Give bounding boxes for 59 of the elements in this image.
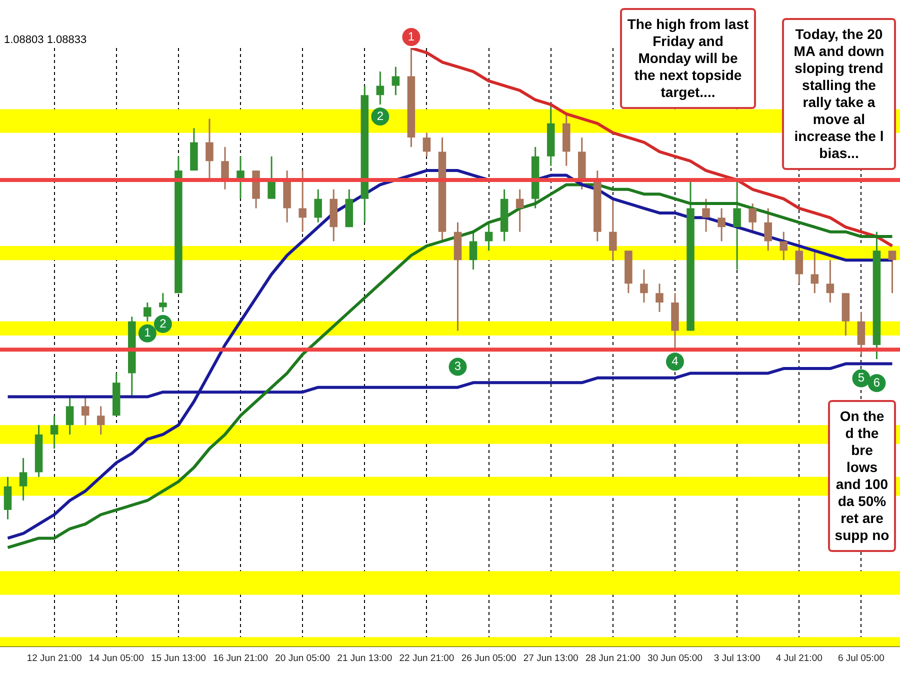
annotation: 4	[672, 354, 679, 368]
candlestick	[159, 292, 167, 313]
candlestick	[314, 188, 322, 224]
candlestick	[50, 414, 58, 450]
candlestick	[298, 170, 306, 233]
annotation: 1	[144, 326, 152, 340]
candlestick	[795, 240, 804, 284]
candlestick	[609, 198, 617, 261]
annotation: On the d the bre lows and 100 da 50% ret are supp no	[828, 400, 896, 552]
candlestick	[206, 118, 214, 181]
candlestick	[826, 259, 834, 304]
annotation: 1	[408, 29, 415, 44]
candlestick	[96, 405, 105, 436]
candlestick	[702, 198, 710, 233]
x-tick-label: 20 Jun 05:00	[275, 652, 330, 664]
candlestick	[484, 222, 493, 252]
annotation: 3	[454, 359, 462, 374]
candlestick	[469, 231, 478, 270]
candlestick	[144, 302, 152, 322]
candlestick	[422, 132, 431, 158]
x-tick-label: 16 Jun 21:00	[213, 652, 268, 664]
candlestick	[888, 250, 896, 294]
x-tick-label: 28 Jun 21:00	[585, 652, 640, 664]
annotation: 2	[160, 316, 167, 330]
candlestick	[656, 282, 664, 313]
x-tick-label: 6 Jul 05:00	[838, 652, 884, 664]
candlestick	[764, 208, 772, 252]
candlestick	[810, 250, 819, 294]
annotation: 6	[873, 375, 880, 390]
candlestick	[81, 396, 90, 426]
x-tick-label: 3 Jul 13:00	[714, 652, 760, 664]
x-tick-label: 15 Jun 13:00	[150, 652, 206, 664]
x-tick-label: 30 Jun 05:00	[648, 652, 702, 664]
annotation: Today, the 20 MA and down sloping trend stalling the rally take a move al increase the l bias...	[782, 18, 896, 170]
candlestick	[221, 146, 229, 190]
annotation: 2	[376, 108, 384, 123]
x-tick-label: 27 Jun 13:00	[523, 652, 578, 664]
candlestick	[516, 188, 524, 233]
annotation: 5	[858, 370, 865, 385]
x-tick-label: 4 Jul 21:00	[776, 652, 822, 664]
text: 1.08803 1.08833	[4, 34, 87, 46]
candlestick	[748, 202, 756, 233]
candlestick	[733, 179, 741, 270]
candlestick	[857, 311, 866, 356]
x-tick-label: 21 Jun 13:00	[337, 652, 392, 664]
candlestick	[718, 208, 726, 242]
x-tick-label: 26 Jun 05:00	[461, 652, 516, 664]
x-tick-label: 14 Jun 05:00	[88, 652, 144, 664]
candlestick	[640, 268, 648, 304]
candlestick	[780, 231, 788, 261]
candlestick	[376, 70, 384, 106]
annotation: The high from last Friday and Monday will be the next topside target....	[620, 8, 756, 109]
x-tick-label: 12 Jun 21:00	[26, 652, 82, 664]
x-tick-label: 22 Jun 21:00	[399, 652, 454, 664]
candlestick	[268, 156, 276, 200]
candlestick	[4, 476, 12, 520]
candlestick	[392, 66, 400, 96]
candlestick	[66, 396, 74, 436]
candlestick	[19, 457, 28, 502]
